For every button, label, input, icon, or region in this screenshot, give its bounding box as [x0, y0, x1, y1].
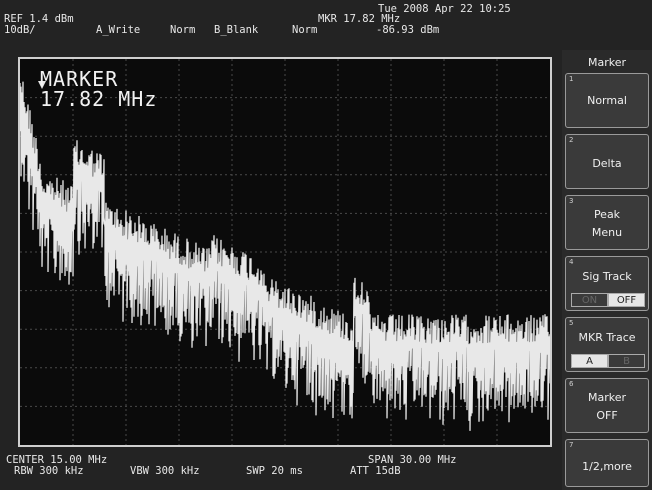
trace-a-label: A_Write [96, 24, 141, 36]
toggle-a[interactable]: A [571, 354, 608, 368]
softkey-number: 3 [569, 197, 574, 205]
trace-b-mode: Norm [292, 24, 318, 36]
mkr-trace-toggle[interactable]: A B [571, 354, 645, 368]
softkey-number: 7 [569, 441, 574, 449]
softkey-label: Sig Track [582, 270, 632, 283]
center-frequency: CENTER 15.00 MHz [6, 454, 108, 466]
softkey-peak-menu[interactable]: 3 Peak Menu [565, 195, 649, 250]
rbw: RBW 300 kHz [14, 465, 84, 477]
marker-title: MARKER [40, 67, 119, 91]
softkey-label-line1: Peak [593, 208, 621, 221]
sig-track-toggle[interactable]: ON OFF [571, 293, 645, 307]
softkey-number: 4 [569, 258, 574, 266]
ref-level: REF 1.4 dBm [4, 13, 74, 25]
softkey-label-line2: Menu [591, 226, 623, 239]
menu-title: Marker [587, 56, 627, 69]
softkey-more[interactable]: 7 1/2,more [565, 439, 649, 487]
softkey-number: 2 [569, 136, 574, 144]
toggle-b[interactable]: B [608, 354, 645, 368]
marker-indicator [38, 81, 46, 89]
spectrum-plot [20, 59, 550, 445]
marker-readout-freq: MKR 17.82 MHz [318, 13, 401, 25]
trace-b-label: B_Blank [214, 24, 259, 36]
softkey-label: MKR Trace [578, 331, 636, 344]
softkey-sig-track[interactable]: 4 Sig Track ON OFF [565, 256, 649, 311]
softkey-mkr-trace[interactable]: 5 MKR Trace A B [565, 317, 649, 372]
softkey-normal[interactable]: 1 Normal [565, 73, 649, 128]
datetime: Tue 2008 Apr 22 10:25 [378, 3, 511, 15]
softkey-number: 1 [569, 75, 574, 83]
spectrum-display[interactable]: MARKER 17.82 MHz [18, 57, 552, 447]
span: SPAN 30.00 MHz [368, 454, 457, 466]
spectrum-trace [20, 81, 550, 431]
toggle-on[interactable]: ON [571, 293, 608, 307]
softkey-number: 6 [569, 380, 574, 388]
softkey-menu: Marker 1 Normal 2 Delta 3 Peak Menu 4 Si… [562, 50, 652, 490]
softkey-delta[interactable]: 2 Delta [565, 134, 649, 189]
softkey-label: Delta [592, 157, 622, 170]
vbw: VBW 300 kHz [130, 465, 200, 477]
scale-per-div: 10dB/ [4, 24, 36, 36]
sweep-time: SWP 20 ms [246, 465, 303, 477]
softkey-label-line1: Marker [587, 391, 627, 404]
softkey-number: 5 [569, 319, 574, 327]
softkey-label-line2: OFF [596, 409, 618, 422]
softkey-label: Normal [587, 94, 627, 107]
softkey-label: 1/2,more [582, 460, 632, 473]
marker-frequency: 17.82 MHz [40, 87, 158, 111]
trace-a-mode: Norm [170, 24, 196, 36]
toggle-off[interactable]: OFF [608, 293, 645, 307]
attenuation: ATT 15dB [350, 465, 401, 477]
marker-readout-level: -86.93 dBm [376, 24, 440, 36]
softkey-marker-off[interactable]: 6 Marker OFF [565, 378, 649, 433]
